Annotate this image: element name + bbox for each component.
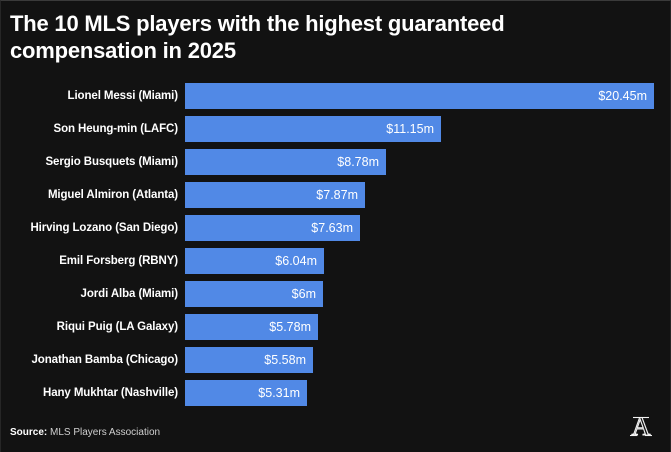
- bar-track: $6.04m: [185, 248, 324, 274]
- bar-row: Jonathan Bamba (Chicago) $5.58m: [1, 347, 670, 373]
- bar-category-label: Hany Mukhtar (Nashville): [43, 387, 178, 399]
- bar-row: Riqui Puig (LA Galaxy) $5.78m: [1, 314, 670, 340]
- bar-value-label: $6m: [291, 287, 316, 301]
- bar[interactable]: [185, 83, 654, 109]
- bar-row: Hany Mukhtar (Nashville) $5.31m: [1, 380, 670, 406]
- bar-value-label: $8.78m: [337, 155, 379, 169]
- bar-track: $20.45m: [185, 83, 654, 109]
- bar[interactable]: [185, 347, 313, 373]
- bar-category-label: Jonathan Bamba (Chicago): [31, 354, 179, 366]
- bar-category-label: Sergio Busquets (Miami): [45, 156, 178, 168]
- bar[interactable]: [185, 314, 318, 340]
- bar-value-label: $7.63m: [311, 221, 353, 235]
- bar-track: $8.78m: [185, 149, 386, 175]
- chart-title: The 10 MLS players with the highest guar…: [10, 11, 505, 63]
- bar-category-label: Hirving Lozano (San Diego): [30, 222, 178, 234]
- bar-row: Hirving Lozano (San Diego) $7.63m: [1, 215, 670, 241]
- bar-row: Miguel Almiron (Atlanta) $7.87m: [1, 182, 670, 208]
- source-note: Source: MLS Players Association: [10, 427, 160, 438]
- bar-row: Son Heung-min (LAFC) $11.15m: [1, 116, 670, 142]
- bar[interactable]: [185, 116, 441, 142]
- bar-track: $5.58m: [185, 347, 313, 373]
- bar[interactable]: [185, 182, 365, 208]
- bar-track: $7.87m: [185, 182, 365, 208]
- bar-value-label: $6.04m: [275, 254, 317, 268]
- source-text: MLS Players Association: [47, 427, 161, 438]
- bar-value-label: $5.78m: [269, 320, 311, 334]
- bar[interactable]: [185, 380, 307, 406]
- bar-category-label: Lionel Messi (Miami): [67, 90, 179, 102]
- bar-value-label: $11.15m: [386, 122, 434, 136]
- bar-category-label: Son Heung-min (LAFC): [53, 123, 179, 135]
- bar-value-label: $5.31m: [258, 386, 300, 400]
- bar-track: $6m: [185, 281, 323, 307]
- bar-category-label: Miguel Almiron (Atlanta): [47, 189, 178, 201]
- bar-value-label: $7.87m: [316, 188, 358, 202]
- bar-value-label: $5.58m: [264, 353, 306, 367]
- bar[interactable]: [185, 215, 360, 241]
- bar[interactable]: [185, 281, 323, 307]
- bar-track: $5.78m: [185, 314, 318, 340]
- bar-row: Sergio Busquets (Miami) $8.78m: [1, 149, 670, 175]
- bar-category-label: Jordi Alba (Miami): [80, 288, 179, 300]
- bar-value-label: $20.45m: [598, 89, 647, 103]
- bar-chart-plot-area: Lionel Messi (Miami) $20.45m Son Heung-min…: [1, 83, 670, 413]
- source-label: Source:: [10, 427, 48, 438]
- bar[interactable]: [185, 248, 324, 274]
- bar-row: Emil Forsberg (RBNY) $6.04m: [1, 248, 670, 274]
- svg-text:A: A: [632, 412, 651, 441]
- bar-category-label: Riqui Puig (LA Galaxy): [56, 321, 178, 333]
- the-athletic-logo-icon: A: [630, 411, 652, 442]
- bar-track: $5.31m: [185, 380, 307, 406]
- bar-track: $11.15m: [185, 116, 441, 142]
- bar-track: $7.63m: [185, 215, 360, 241]
- bar-row: Jordi Alba (Miami) $6m: [1, 281, 670, 307]
- bar[interactable]: [185, 149, 386, 175]
- bar-row: Lionel Messi (Miami) $20.45m: [1, 83, 670, 109]
- bar-category-label: Emil Forsberg (RBNY): [59, 255, 178, 267]
